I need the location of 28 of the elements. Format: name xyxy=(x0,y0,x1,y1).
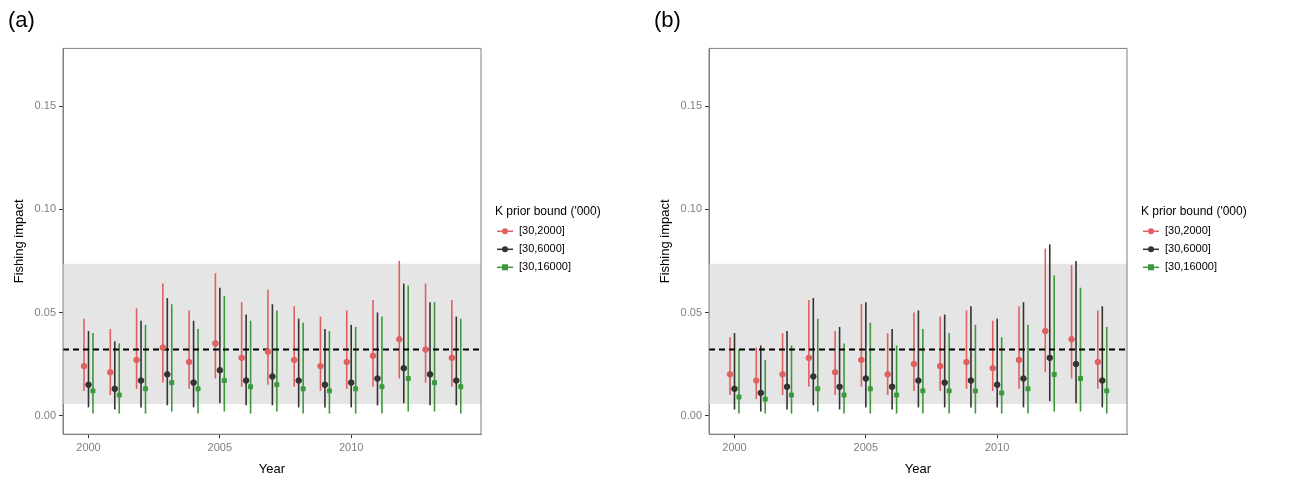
x-tick-label: 2005 xyxy=(207,440,233,453)
x-tick-label: 2010 xyxy=(338,440,364,453)
y-axis-title: Fishing impact xyxy=(11,199,27,284)
chart-title: (a) xyxy=(8,7,35,33)
legend-label: [30,6000] xyxy=(1165,242,1211,255)
y-tick-label: 0.00 xyxy=(680,408,703,421)
legend-title: K prior bound ('000) xyxy=(1141,203,1247,218)
x-tick-label: 2005 xyxy=(853,440,879,453)
y-tick-label: 0.00 xyxy=(34,408,57,421)
y-tick-label: 0.15 xyxy=(680,99,703,112)
legend-label: [30,2000] xyxy=(1165,224,1211,237)
legend-label: [30,16000] xyxy=(1165,260,1217,273)
legend-label: [30,16000] xyxy=(519,260,571,273)
y-tick-label: 0.05 xyxy=(34,305,57,318)
y-tick-label: 0.10 xyxy=(34,202,57,215)
legend-title: K prior bound ('000) xyxy=(495,203,601,218)
x-tick-label: 2000 xyxy=(722,440,747,453)
legend-label: [30,2000] xyxy=(519,224,565,237)
y-tick-label: 0.10 xyxy=(680,202,703,215)
legend-label: [30,6000] xyxy=(519,242,565,255)
x-tick-label: 2010 xyxy=(984,440,1010,453)
chart-title: (b) xyxy=(654,7,681,33)
y-tick-label: 0.05 xyxy=(680,305,703,318)
y-tick-label: 0.15 xyxy=(34,99,57,112)
y-axis-title: Fishing impact xyxy=(657,199,673,284)
x-axis-title: Year xyxy=(258,460,286,476)
x-tick-label: 2000 xyxy=(76,440,101,453)
x-axis-title: Year xyxy=(904,460,932,476)
